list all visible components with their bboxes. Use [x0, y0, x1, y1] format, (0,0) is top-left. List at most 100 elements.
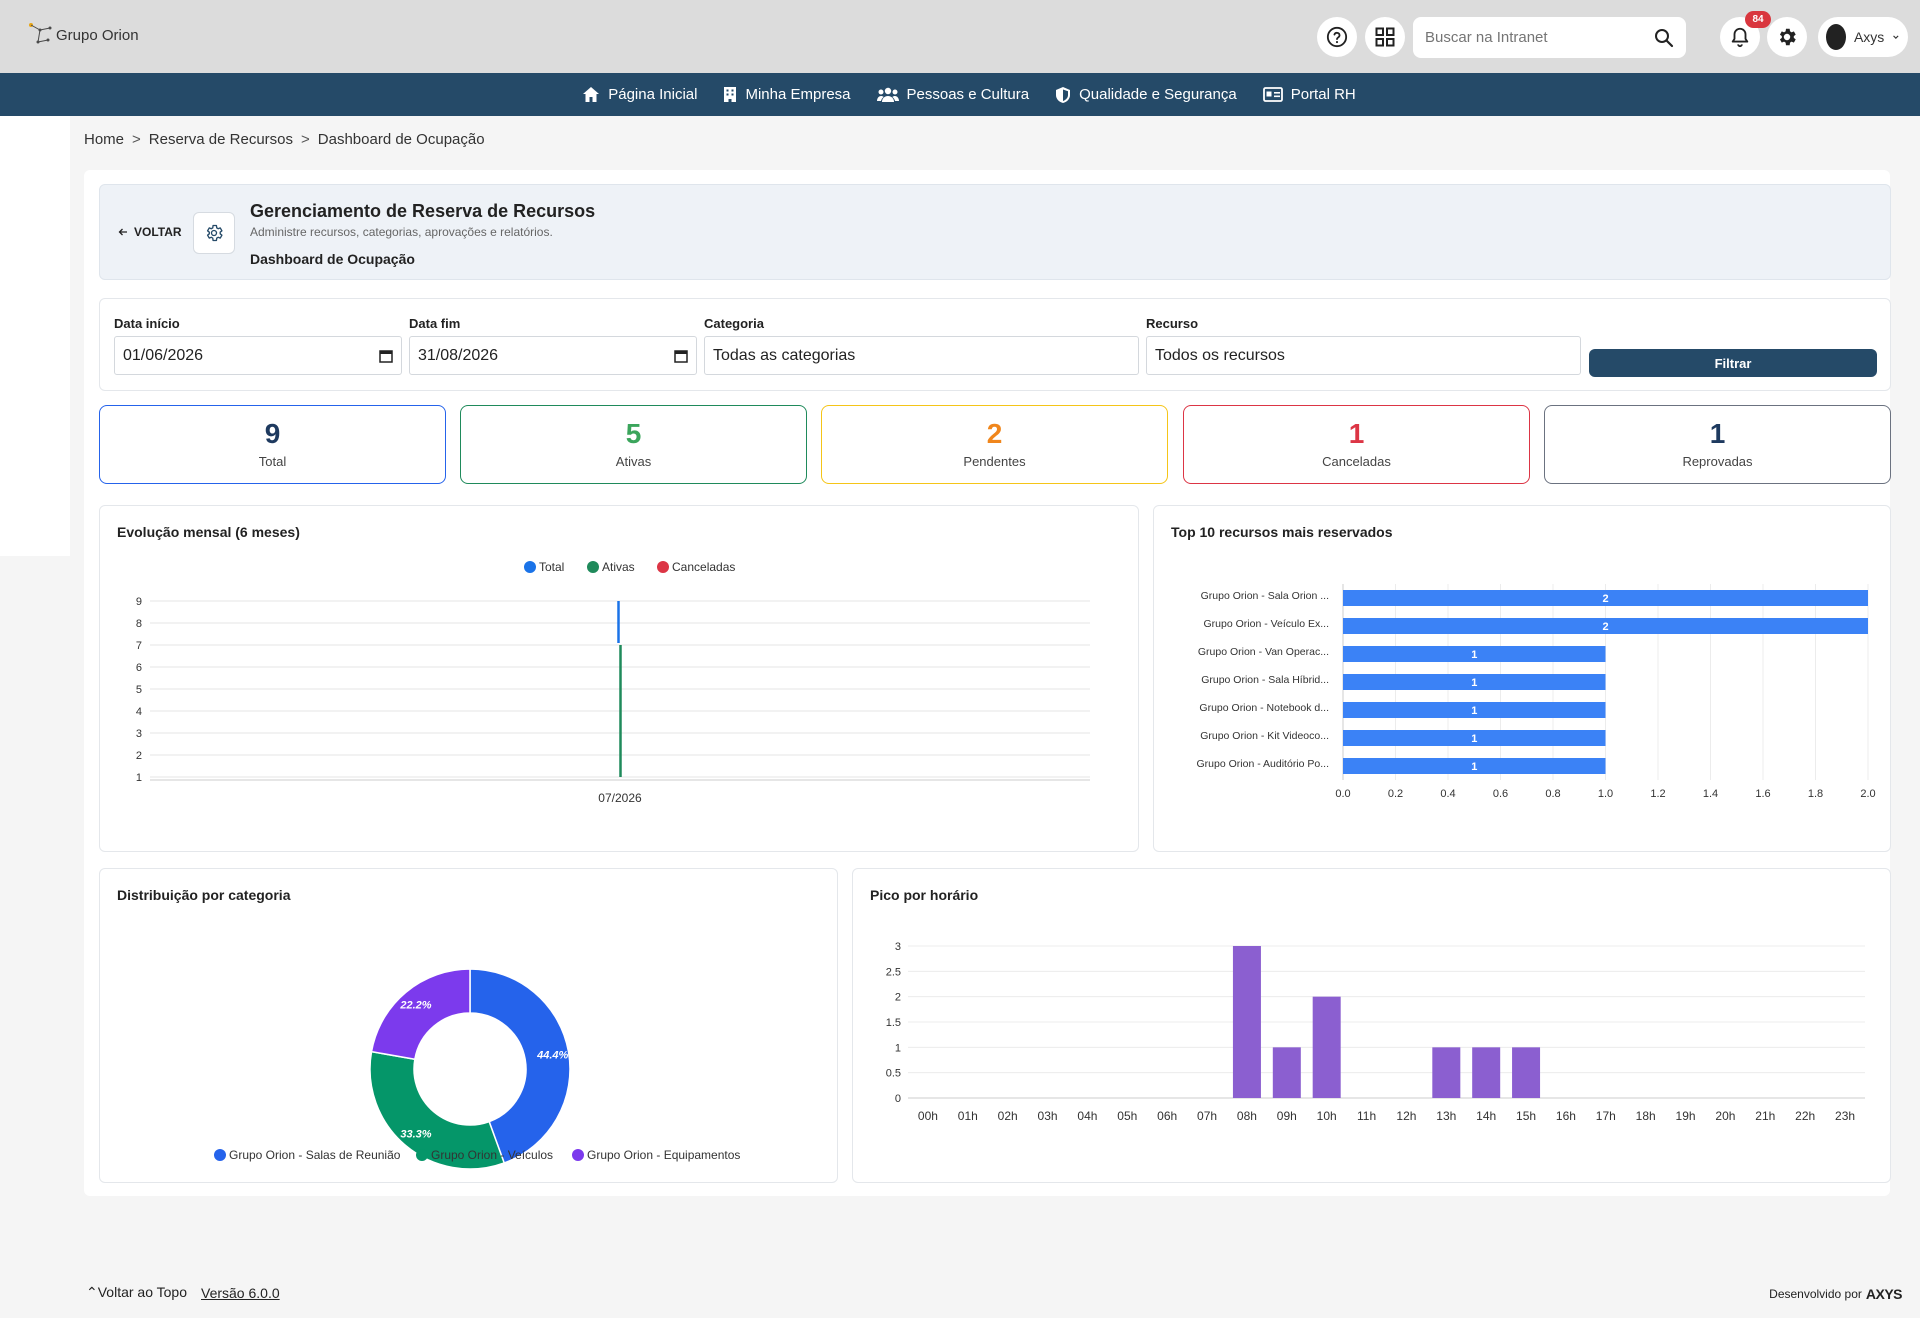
start-date-input[interactable]: 01/06/2026: [114, 336, 402, 375]
end-date-input[interactable]: 31/08/2026: [409, 336, 697, 375]
x-tick-label: 01h: [958, 1109, 978, 1123]
axys-logo: AXYS: [1865, 1286, 1903, 1302]
nav-label: Portal RH: [1290, 86, 1356, 103]
legend-marker: [657, 561, 669, 573]
shield-icon: [1056, 86, 1071, 103]
resource-select[interactable]: Todos os recursos: [1146, 336, 1581, 375]
y-tick-label: Grupo Orion - Sala Orion ...: [1201, 590, 1329, 602]
category-donut-chart: 44.4% 33.3% 22.2% Grupo Orion - Salas de Re…: [214, 968, 740, 1170]
stat-card-ativas: 5 Ativas: [460, 405, 807, 484]
resource-label: Recurso: [1146, 316, 1199, 331]
back-label: VOLTAR: [134, 225, 182, 239]
x-tick-label: 19h: [1676, 1109, 1696, 1123]
donut-slice: [369, 1050, 506, 1170]
x-tick-label: 0.0: [1335, 788, 1350, 800]
gear-icon: [206, 224, 223, 242]
x-tick-label: 08h: [1237, 1109, 1257, 1123]
back-to-top-label: Voltar ao Topo: [97, 1284, 187, 1300]
x-tick-label: 20h: [1715, 1109, 1735, 1123]
slice-value-label: 44.4%: [536, 1049, 568, 1061]
top10-bar-chart: 0.0 0.2 0.4 0.6 0.8 1.0 1.2 1.4 1.6 1.8 2.0 2 Grupo …: [1197, 584, 1876, 800]
x-tick-label: 1.8: [1808, 788, 1823, 800]
bar-value-label: 1: [1471, 761, 1477, 773]
user-name: Axys: [1853, 29, 1885, 45]
breadcrumb-separator: >: [132, 131, 141, 148]
left-panel: [0, 116, 70, 556]
start-date-label: Data início: [114, 316, 180, 331]
bar: [1232, 946, 1261, 1098]
y-tick-label: 6: [136, 662, 142, 674]
chart-title: Evolução mensal (6 meses): [117, 524, 300, 540]
y-tick-label: 1.5: [886, 1017, 901, 1029]
y-tick-label: 8: [136, 618, 142, 630]
filter-button[interactable]: Filtrar: [1589, 349, 1877, 377]
bar-value-label: 1: [1471, 649, 1477, 661]
breadcrumb-home[interactable]: Home: [84, 131, 125, 148]
breadcrumb-reserva[interactable]: Reserva de Recursos: [148, 131, 294, 148]
y-tick-label: 1: [136, 772, 142, 784]
x-tick-label: 05h: [1117, 1109, 1137, 1123]
y-tick-label: 4: [136, 706, 142, 718]
x-tick-label: 04h: [1077, 1109, 1097, 1123]
legend-label: Grupo Orion - Veículos: [431, 1148, 553, 1162]
category-select[interactable]: Todas as categorias: [704, 336, 1139, 375]
nav-item-minha-empresa[interactable]: Minha Empresa: [723, 86, 851, 103]
bar: [1343, 758, 1606, 774]
bar-value-label: 2: [1602, 593, 1608, 605]
y-tick-label: 3: [895, 941, 901, 953]
nav-item-qualidade-e-seguranca[interactable]: Qualidade e Segurança: [1055, 86, 1237, 104]
x-tick-label: 1.6: [1755, 788, 1770, 800]
chart-title: Distribuição por categoria: [117, 887, 291, 903]
nav-label: Minha Empresa: [745, 86, 851, 103]
company-logo[interactable]: Grupo Orion: [28, 22, 139, 48]
x-tick-label: 22h: [1795, 1109, 1815, 1123]
stat-card-reprovadas: 1 Reprovadas: [1544, 405, 1891, 484]
bar: [1343, 674, 1606, 690]
bar-value-label: 1: [1471, 677, 1477, 689]
calendar-icon[interactable]: [674, 349, 688, 363]
calendar-icon[interactable]: [379, 349, 393, 363]
bar: [1343, 590, 1868, 606]
version-link[interactable]: Versão 6.0.0: [201, 1284, 280, 1301]
back-to-top-link[interactable]: ⌃Voltar ao Topo: [86, 1284, 187, 1301]
search-icon[interactable]: [1654, 28, 1674, 48]
x-tick-label: 09h: [1277, 1109, 1297, 1123]
page-title-group: Gerenciamento de Reserva de Recursos Adm…: [250, 201, 595, 267]
bar-value-label: 1: [1471, 733, 1477, 745]
legend-label: Canceladas: [672, 560, 735, 574]
user-menu[interactable]: Axys: [1818, 17, 1908, 57]
back-button[interactable]: VOLTAR: [118, 225, 182, 239]
footer-links: ⌃Voltar ao Topo Versão 6.0.0: [86, 1284, 280, 1301]
legend-marker: [416, 1149, 428, 1161]
stat-label: Reprovadas: [1682, 454, 1753, 469]
x-tick-label: 2.0: [1860, 788, 1875, 800]
home-icon: [583, 87, 600, 102]
bar: [1472, 1047, 1501, 1098]
nav-item-pessoas-e-cultura[interactable]: Pessoas e Cultura: [876, 86, 1029, 103]
hourly-chart-card: Pico por horário 0 0.5 1 1.5 2 2.5 3 00h 01h 02h 0…: [852, 868, 1891, 1183]
settings-button[interactable]: [1767, 17, 1807, 57]
x-tick-label: 0.4: [1440, 788, 1455, 800]
legend-marker: [587, 561, 599, 573]
donut-slice: [370, 968, 471, 1061]
stat-label: Canceladas: [1322, 454, 1391, 469]
legend-marker: [214, 1149, 226, 1161]
bar: [1343, 730, 1606, 746]
x-tick-label: 11h: [1357, 1109, 1376, 1123]
building-icon: [724, 87, 737, 102]
category-chart-card: Distribuição por categoria 44.4% 33.3% 22.…: [99, 868, 838, 1183]
nav-item-pagina-inicial[interactable]: Página Inicial: [582, 86, 697, 103]
page-subtitle: Administre recursos, categorias, aprovaç…: [250, 225, 553, 239]
search-input[interactable]: [1425, 29, 1654, 46]
end-date-label: Data fim: [409, 316, 461, 331]
nav-item-portal-rh[interactable]: Portal RH: [1262, 86, 1356, 103]
stat-card-canceladas: 1 Canceladas: [1183, 405, 1530, 484]
x-tick-label: 00h: [918, 1109, 938, 1123]
x-tick-label: 0.2: [1388, 788, 1403, 800]
y-tick-label: Grupo Orion - Notebook d...: [1199, 702, 1329, 714]
stat-value: 1: [1709, 418, 1726, 449]
apps-button[interactable]: [1365, 17, 1405, 57]
settings-button[interactable]: [193, 212, 235, 254]
id-card-icon: [1262, 87, 1283, 102]
help-button[interactable]: [1317, 17, 1357, 57]
